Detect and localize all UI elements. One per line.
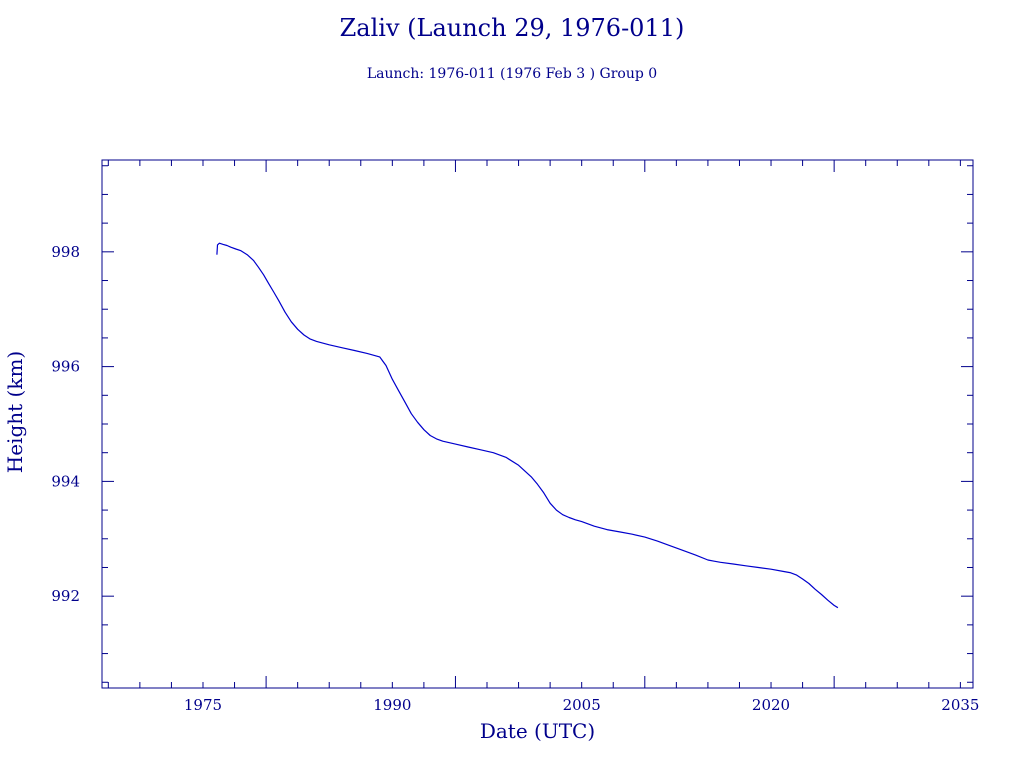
x-tick-label: 2035 [941, 696, 979, 714]
chart-subtitle: Launch: 1976-011 (1976 Feb 3 ) Group 0 [366, 66, 658, 82]
y-tick-label: 998 [51, 243, 80, 261]
x-tick-label: 1975 [184, 696, 222, 714]
series-line [216, 242, 839, 609]
x-tick-label: 2005 [563, 696, 601, 714]
y-axis-label: Height (km) [3, 351, 27, 473]
chart-title: Zaliv (Launch 29, 1976-011) [339, 14, 685, 42]
x-tick-label: 1990 [373, 696, 411, 714]
x-tick-label: 2020 [752, 696, 790, 714]
y-tick-label: 996 [51, 358, 80, 376]
x-axis-label: Date (UTC) [480, 719, 595, 743]
plot-frame [101, 159, 974, 689]
y-tick-label: 992 [51, 587, 80, 605]
y-tick-label: 994 [51, 472, 80, 490]
